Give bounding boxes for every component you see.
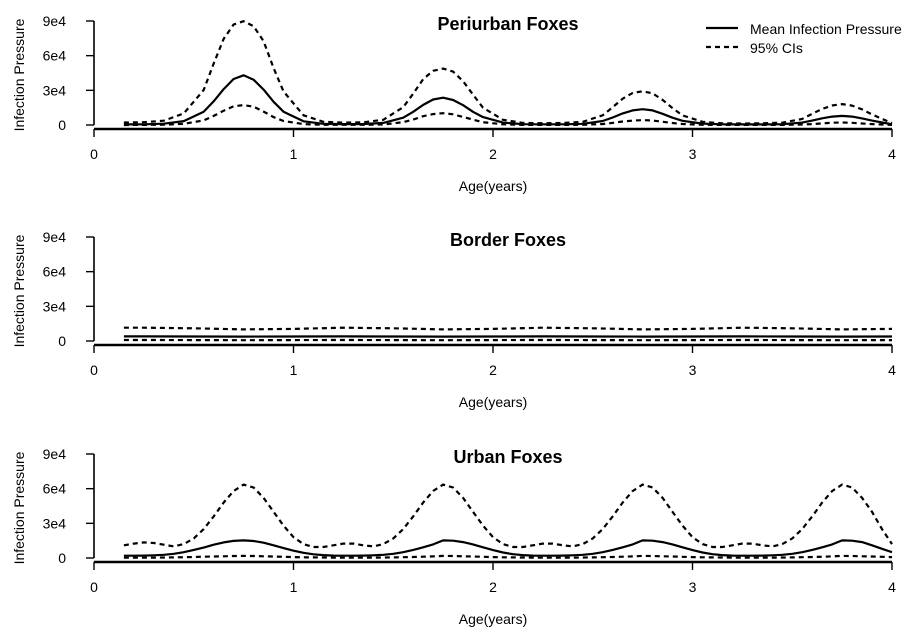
legend: Mean Infection Pressure 95% CIs — [706, 21, 902, 56]
y-tick-label: 0 — [58, 550, 66, 566]
x-tick-label: 4 — [888, 579, 896, 595]
panel-title: Border Foxes — [450, 230, 566, 250]
x-axis-label: Age(years) — [459, 394, 527, 410]
panel-0: Periurban Foxes 0 3e4 6e4 9e4 Infection Press… — [11, 13, 896, 194]
series-line-ci-1 — [123, 326, 893, 331]
x-tick-label: 1 — [290, 579, 298, 595]
y-tick-label: 3e4 — [43, 82, 67, 98]
panel-2: Urban Foxes 0 3e4 6e4 9e4 Infection Pressure 0… — [11, 446, 896, 627]
legend-label-ci: 95% CIs — [750, 40, 803, 56]
y-tick-label: 9e4 — [43, 446, 67, 462]
x-tick-label: 0 — [90, 146, 98, 162]
x-tick-label: 1 — [290, 362, 298, 378]
legend-label-mean: Mean Infection Pressure — [750, 21, 902, 37]
x-tick-label: 4 — [888, 362, 896, 378]
series-line-ci-2 — [123, 554, 893, 559]
x-tick-label: 3 — [689, 146, 697, 162]
series-line-mean — [123, 74, 893, 126]
panel-title: Periurban Foxes — [437, 14, 578, 34]
y-tick-label: 9e4 — [43, 229, 67, 245]
y-tick-label: 6e4 — [43, 481, 67, 497]
series-line-ci-2 — [123, 103, 893, 127]
y-axis-label: Infection Pressure — [11, 18, 27, 131]
y-tick-label: 6e4 — [43, 264, 67, 280]
series-line-mean — [123, 539, 893, 557]
panel-title: Urban Foxes — [453, 447, 562, 467]
y-axis-label: Infection Pressure — [11, 234, 27, 347]
y-tick-label: 0 — [58, 117, 66, 133]
chart-panels: Periurban Foxes 0 3e4 6e4 9e4 Infection Press… — [11, 13, 896, 627]
x-tick-label: 1 — [290, 146, 298, 162]
y-tick-label: 0 — [58, 333, 66, 349]
x-axis-label: Age(years) — [459, 178, 527, 194]
x-tick-label: 4 — [888, 146, 896, 162]
y-tick-label: 3e4 — [43, 515, 67, 531]
x-axis-label: Age(years) — [459, 611, 527, 627]
x-tick-label: 3 — [689, 579, 697, 595]
series-line-ci-1 — [123, 483, 893, 549]
x-tick-label: 3 — [689, 362, 697, 378]
x-tick-label: 0 — [90, 362, 98, 378]
x-tick-label: 2 — [489, 362, 497, 378]
y-axis-label: Infection Pressure — [11, 451, 27, 564]
panel-1: Border Foxes 0 3e4 6e4 9e4 Infection Pressure… — [11, 229, 896, 410]
x-tick-label: 2 — [489, 579, 497, 595]
y-tick-label: 9e4 — [43, 13, 67, 29]
x-tick-label: 2 — [489, 146, 497, 162]
series-line-ci-1 — [123, 20, 893, 125]
y-tick-label: 3e4 — [43, 298, 67, 314]
x-tick-label: 0 — [90, 579, 98, 595]
y-tick-label: 6e4 — [43, 48, 67, 64]
